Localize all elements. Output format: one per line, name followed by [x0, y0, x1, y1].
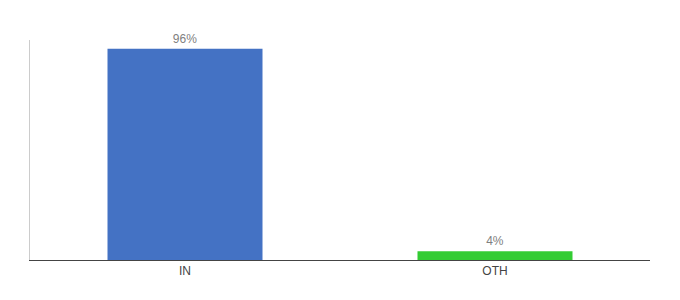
svg-text:OTH: OTH — [482, 264, 507, 278]
svg-text:4%: 4% — [486, 234, 504, 248]
svg-text:IN: IN — [179, 264, 191, 278]
svg-text:96%: 96% — [173, 32, 197, 46]
